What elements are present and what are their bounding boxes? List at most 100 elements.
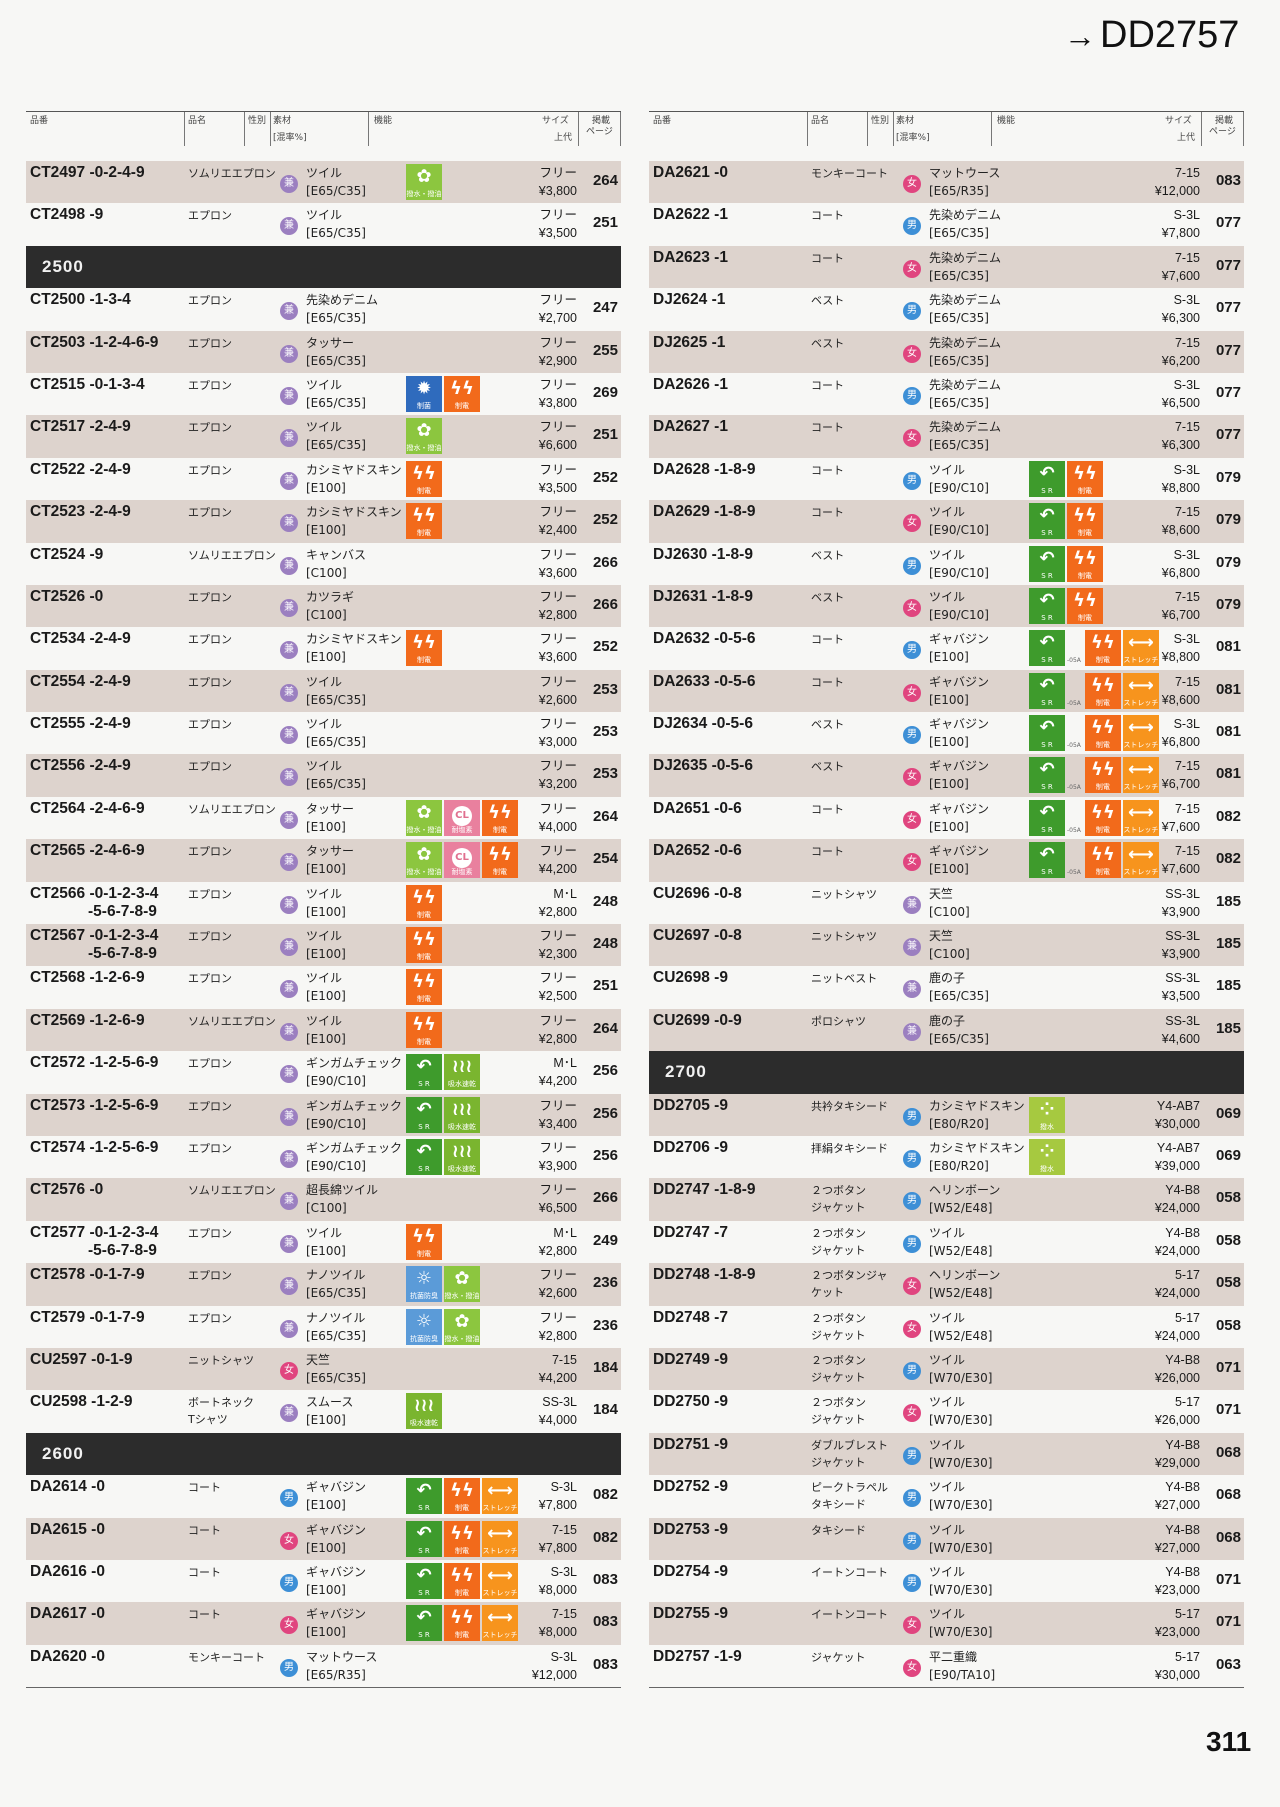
table-row[interactable]: CT2554 -2-4-9 エプロン兼ツイル [E65/C35] フリー ¥2,600 2… xyxy=(26,669,621,713)
size-range: 5-17 xyxy=(1174,1268,1200,1283)
table-row[interactable]: CT2576 -0 ソムリエエプロン兼超長綿ツイル [C100] フリー ¥6,500 2… xyxy=(26,1178,621,1221)
product-name: コート xyxy=(811,504,844,521)
table-row[interactable]: DD2757 -1-9 ジャケット女平二重織 [E90/TA10] 5-17 ¥30,0… xyxy=(649,1645,1244,1687)
material-name: カシミヤドスキン xyxy=(306,632,402,647)
table-row[interactable]: DA2617 -0 コート女ギャバジン [E100] ↶ S R ϟϟ 制電 ⟷ ストレッチ 7-… xyxy=(26,1602,621,1645)
table-row[interactable]: DJ2631 -1-8-9 ベスト女ツイル [E90/C10] ↶ S R ϟϟ 制電 7-1… xyxy=(649,584,1244,628)
column-divider xyxy=(368,112,369,146)
table-row[interactable]: CT2555 -2-4-9 エプロン兼ツイル [E65/C35] フリー ¥3,000 2… xyxy=(26,712,621,754)
table-row[interactable]: CU2697 -0-8 ニットシャツ兼天竺 [C100] SS-3L ¥3,900 185 xyxy=(649,924,1244,967)
table-row[interactable]: CU2698 -9 ニットベスト兼鹿の子 [E65/C35] SS-3L ¥3,500 1… xyxy=(649,966,1244,1008)
table-row[interactable]: CT2564 -2-4-6-9 ソムリエエプロン兼タッサー [E100] ✿ 撥水・撥油… xyxy=(26,797,621,839)
material-name: 先染めデニム xyxy=(929,208,1002,223)
icon-label: 制電 xyxy=(1095,656,1110,665)
table-row[interactable]: CU2699 -0-9 ポロシャツ兼鹿の子 [E65/C35] SS-3L ¥4,600… xyxy=(649,1008,1244,1052)
table-row[interactable]: DA2621 -0 モンキーコート女マットウース [E65/R35] 7-15 ¥12,… xyxy=(649,161,1244,204)
table-row[interactable]: DD2747 -1-8-9 ２つボタン ジャケット 男ヘリンボーン [W52/E48] Y… xyxy=(649,1178,1244,1221)
table-row[interactable]: DJ2625 -1 ベスト女先染めデニム [E65/C35] 7-15 ¥6,200 07… xyxy=(649,330,1244,373)
table-row[interactable]: CT2523 -2-4-9 エプロン兼カシミヤドスキン [E100] ϟϟ 制電 フリー ¥… xyxy=(26,500,621,543)
table-row[interactable]: CT2572 -1-2-5-6-9 エプロン兼ギンガムチェック [E90/C10] ↶… xyxy=(26,1051,621,1093)
table-row[interactable]: DA2632 -0-5-6 コート男ギャバジン [E100] ↶ S R -05A ϟϟ 制電… xyxy=(649,627,1244,669)
size-range: フリー xyxy=(539,420,577,435)
table-row[interactable]: DD2753 -9 タキシード男ツイル [W70/E30] Y4-B8 ¥27,000 0… xyxy=(649,1517,1244,1560)
material-name: ツイル xyxy=(306,929,343,944)
table-row[interactable]: DA2615 -0 コート女ギャバジン [E100] ↶ S R ϟϟ 制電 ⟷ ストレッチ 7-… xyxy=(26,1517,621,1560)
table-row[interactable]: CT2534 -2-4-9 エプロン兼カシミヤドスキン [E100] ϟϟ 制電 フリー ¥… xyxy=(26,627,621,669)
table-row[interactable]: CT2574 -1-2-5-6-9 エプロン兼ギンガムチェック [E90/C10] ↶… xyxy=(26,1136,621,1178)
table-row[interactable]: DJ2630 -1-8-9 ベスト男ツイル [E90/C10] ↶ S R ϟϟ 制電 S-3… xyxy=(649,543,1244,585)
table-row[interactable]: CT2556 -2-4-9 エプロン兼ツイル [E65/C35] フリー ¥3,200 2… xyxy=(26,754,621,797)
table-row[interactable]: DD2750 -9 ２つボタン ジャケット 女ツイル [W70/E30] 5-17 ¥26,… xyxy=(649,1390,1244,1432)
table-row[interactable]: CT2567 -0-1-2-3-4 -5-6-7-8-9 エプロン兼ツイル [E100… xyxy=(26,924,621,967)
gender-badge: 男 xyxy=(280,1489,298,1508)
product-name: エプロン xyxy=(188,504,232,521)
table-row[interactable]: CT2565 -2-4-6-9 エプロン兼タッサー [E100] ✿ 撥水・撥油 CL 耐塩… xyxy=(26,839,621,882)
catalog-page-ref: 252 xyxy=(592,468,618,486)
catalog-page-ref: 077 xyxy=(1215,383,1241,401)
product-name: エプロン xyxy=(188,631,232,648)
table-row[interactable]: DJ2634 -0-5-6 ベスト男ギャバジン [E100] ↶ S R -05A ϟϟ 制電… xyxy=(649,712,1244,754)
table-row[interactable]: DA2614 -0 コート男ギャバジン [E100] ↶ S R ϟϟ 制電 ⟷ ストレッチ S-… xyxy=(26,1475,621,1517)
product-name: エプロン xyxy=(188,419,232,436)
table-row[interactable]: CU2597 -0-1-9 ニットシャツ女天竺 [E65/C35] 7-15 ¥4,20… xyxy=(26,1347,621,1391)
product-code: DJ2625 -1 xyxy=(653,334,725,352)
table-row[interactable]: CT2497 -0-2-4-9 ソムリエエプロン兼ツイル [E65/C35] ✿ 撥水・… xyxy=(26,161,621,204)
table-row[interactable]: DD2755 -9 イートンコート女ツイル [W70/E30] 5-17 ¥23,000… xyxy=(649,1602,1244,1645)
table-row[interactable]: CT2524 -9 ソムリエエプロン兼キャンバス [C100] フリー ¥3,600 26… xyxy=(26,543,621,585)
product-name-line: コート xyxy=(188,1481,221,1495)
material: ギャバジン [E100] xyxy=(929,630,989,666)
table-row[interactable]: DA2652 -0-6 コート女ギャバジン [E100] ↶ S R -05A ϟϟ 制電 ⟷ ス… xyxy=(649,839,1244,882)
table-row[interactable]: CT2566 -0-1-2-3-4 -5-6-7-8-9 エプロン兼ツイル [E100… xyxy=(26,882,621,924)
table-row[interactable]: CT2569 -1-2-6-9 ソムリエエプロン兼ツイル [E100] ϟϟ 制電 フリー… xyxy=(26,1008,621,1052)
catalog-page-ref: 184 xyxy=(592,1401,618,1419)
product-code: CT2498 -9 xyxy=(30,206,103,224)
product-name-line: エプロン xyxy=(188,421,232,435)
table-row[interactable]: CT2579 -0-1-7-9 エプロン兼ナノツイル [E65/C35] ☼ 抗菌防臭 ✿… xyxy=(26,1306,621,1348)
table-row[interactable]: CT2500 -1-3-4 エプロン兼先染めデニム [E65/C35] フリー ¥2,7… xyxy=(26,288,621,330)
table-row[interactable]: DA2620 -0 モンキーコート男マットウース [E65/R35] S-3L ¥12,… xyxy=(26,1645,621,1687)
table-row[interactable]: DA2622 -1 コート男先染めデニム [E65/C35] S-3L ¥7,800 07… xyxy=(649,203,1244,245)
table-row[interactable]: DD2706 -9 拝絹タキシード男カシミヤドスキン [E80/R20] ⁘ 撥水 Y4-… xyxy=(649,1136,1244,1178)
table-row[interactable]: CT2517 -2-4-9 エプロン兼ツイル [E65/C35] ✿ 撥水・撥油 フリー ¥… xyxy=(26,415,621,458)
material-name: 先染めデニム xyxy=(929,293,1002,308)
section-header-2700: 2700 xyxy=(649,1051,1244,1094)
table-row[interactable]: CT2503 -1-2-4-6-9 エプロン兼タッサー [E65/C35] フリー ¥2… xyxy=(26,330,621,373)
material-name: ギンガムチェック xyxy=(306,1056,403,1071)
table-row[interactable]: CT2498 -9 エプロン兼ツイル [E65/C35] フリー ¥3,500 251 xyxy=(26,203,621,245)
table-row[interactable]: CT2578 -0-1-7-9 エプロン兼ナノツイル [E65/C35] ☼ 抗菌防臭 ✿… xyxy=(26,1263,621,1306)
product-name: エプロン xyxy=(188,928,232,945)
table-row[interactable]: DA2629 -1-8-9 コート女ツイル [E90/C10] ↶ S R ϟϟ 制電 7-1… xyxy=(649,500,1244,543)
table-row[interactable]: DJ2635 -0-5-6 ベスト女ギャバジン [E100] ↶ S R -05A ϟϟ 制電… xyxy=(649,754,1244,797)
table-row[interactable]: DJ2624 -1 ベスト男先染めデニム [E65/C35] S-3L ¥6,300 07… xyxy=(649,288,1244,330)
table-row[interactable]: CT2515 -0-1-3-4 エプロン兼ツイル [E65/C35] ✹ 制菌 ϟϟ 制電 フ… xyxy=(26,373,621,415)
table-row[interactable]: DD2748 -1-8-9 ２つボタンジャ ケット女ヘリンボーン [W52/E48] 5… xyxy=(649,1263,1244,1306)
table-row[interactable]: DD2748 -7 ２つボタン ジャケット 女ツイル [W52/E48] 5-17 ¥24,… xyxy=(649,1306,1244,1348)
table-row[interactable]: DD2751 -9 ダブルブレスト ジャケット男ツイル [W70/E30] Y4-B8 ¥… xyxy=(649,1432,1244,1476)
table-row[interactable]: DD2754 -9 イートンコート男ツイル [W70/E30] Y4-B8 ¥23,00… xyxy=(649,1560,1244,1602)
table-row[interactable]: DD2749 -9 ２つボタン ジャケット 男ツイル [W70/E30] Y4-B8 ¥26… xyxy=(649,1347,1244,1391)
table-row[interactable]: DA2616 -0 コート男ギャバジン [E100] ↶ S R ϟϟ 制電 ⟷ ストレッチ S-… xyxy=(26,1560,621,1602)
table-row[interactable]: DA2627 -1 コート女先染めデニム [E65/C35] 7-15 ¥6,300 07… xyxy=(649,415,1244,458)
table-row[interactable]: CU2598 -1-2-9 ボートネック Tシャツ 兼スムース [E100] ≀≀≀ 吸水速… xyxy=(26,1390,621,1432)
size-range: フリー xyxy=(539,505,577,520)
table-row[interactable]: DD2705 -9 共衿タキシード男カシミヤドスキン [E80/R20] ⁘ 撥水 Y4-… xyxy=(649,1093,1244,1136)
table-row[interactable]: DA2633 -0-5-6 コート女ギャバジン [E100] ↶ S R -05A ϟϟ 制電… xyxy=(649,669,1244,713)
product-name-line: ジャケット xyxy=(811,1650,866,1664)
table-row[interactable]: CT2526 -0 エプロン兼カツラギ [C100] フリー ¥2,800 266 xyxy=(26,584,621,628)
retail-price: ¥2,600 xyxy=(538,692,577,707)
table-row[interactable]: DA2626 -1 コート男先染めデニム [E65/C35] S-3L ¥6,500 07… xyxy=(649,373,1244,415)
table-row[interactable]: DA2628 -1-8-9 コート男ツイル [E90/C10] ↶ S R ϟϟ 制電 S-3… xyxy=(649,458,1244,500)
table-row[interactable]: CT2573 -1-2-5-6-9 エプロン兼ギンガムチェック [E90/C10] ↶… xyxy=(26,1093,621,1136)
table-row[interactable]: DA2651 -0-6 コート女ギャバジン [E100] ↶ S R -05A ϟϟ 制電 ⟷ ス… xyxy=(649,797,1244,839)
material-blend: [E100] xyxy=(306,989,346,1004)
table-row[interactable]: CT2522 -2-4-9 エプロン兼カシミヤドスキン [E100] ϟϟ 制電 フリー ¥… xyxy=(26,458,621,500)
table-row[interactable]: DA2623 -1 コート女先染めデニム [E65/C35] 7-15 ¥7,600 07… xyxy=(649,245,1244,289)
size-range: S-3L xyxy=(1173,717,1200,732)
table-row[interactable]: CT2568 -1-2-6-9 エプロン兼ツイル [E100] ϟϟ 制電 フリー ¥2,5… xyxy=(26,966,621,1008)
table-row[interactable]: CT2577 -0-1-2-3-4 -5-6-7-8-9 エプロン兼ツイル [E100… xyxy=(26,1221,621,1263)
antistatic-icon: ϟϟ 制電 xyxy=(406,1223,442,1260)
table-row[interactable]: CU2696 -0-8 ニットシャツ兼天竺 [C100] SS-3L ¥3,900 185 xyxy=(649,882,1244,924)
material: ツイル [W70/E30] xyxy=(929,1436,992,1472)
table-row[interactable]: DD2747 -7 ２つボタン ジャケット 男ツイル [W52/E48] Y4-B8 ¥24… xyxy=(649,1221,1244,1263)
table-row[interactable]: DD2752 -9 ピークトラペル タキシード男ツイル [W70/E30] Y4-B8 ¥… xyxy=(649,1475,1244,1517)
